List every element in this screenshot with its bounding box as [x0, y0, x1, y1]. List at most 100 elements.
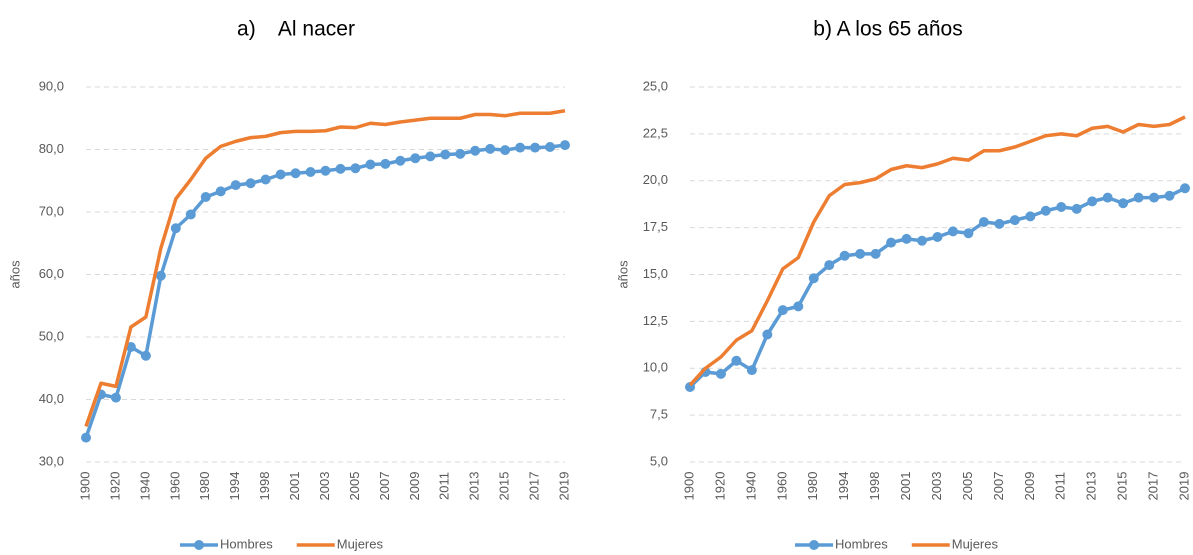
- point-marker: [1180, 183, 1190, 194]
- y-tick-label: 70,0: [39, 203, 64, 218]
- point-marker: [1009, 215, 1020, 226]
- x-tick-label: 2001: [287, 472, 302, 501]
- y-tick-label: 5,0: [650, 453, 668, 468]
- point-marker: [440, 149, 451, 160]
- point-marker: [1087, 196, 1098, 207]
- series-line: [688, 186, 1186, 389]
- x-tick-label: 2019: [1176, 472, 1191, 501]
- point-marker: [140, 350, 151, 361]
- point-marker: [777, 305, 788, 316]
- point-marker: [560, 140, 570, 151]
- y-tick-label: 10,0: [643, 360, 668, 375]
- point-marker: [81, 432, 91, 443]
- x-tick-label: 2011: [1053, 472, 1068, 500]
- point-marker: [125, 342, 136, 352]
- point-marker: [515, 142, 526, 153]
- x-tick-label: 2005: [960, 472, 975, 501]
- x-tick-label: 2009: [1022, 472, 1037, 501]
- y-tick-label: 60,0: [39, 266, 64, 281]
- point-marker: [1149, 192, 1160, 203]
- point-marker: [485, 143, 496, 154]
- point-marker: [731, 355, 742, 366]
- x-tick-label: 1920: [712, 472, 727, 501]
- point-marker: [170, 223, 181, 234]
- series-line: [688, 115, 1186, 387]
- point-marker: [793, 301, 804, 312]
- y-tick-label: 90,0: [39, 78, 64, 93]
- point-marker: [886, 237, 897, 248]
- point-marker: [275, 169, 286, 180]
- x-tick-label: 2009: [407, 472, 422, 501]
- x-tick-label: 1998: [257, 472, 272, 501]
- y-axis-label: años: [7, 260, 22, 289]
- x-tick-label: 1900: [77, 472, 92, 501]
- point-marker: [425, 151, 436, 162]
- chart-title: b) A los 65 años: [813, 18, 962, 41]
- x-tick-label: 2015: [1115, 472, 1130, 501]
- point-marker: [917, 235, 928, 246]
- point-marker: [963, 228, 974, 239]
- x-tick-label: 1998: [867, 472, 882, 501]
- chart-title: a) Al nacer: [237, 18, 355, 41]
- x-tick-label: 2015: [497, 472, 512, 501]
- y-tick-label: 15,0: [643, 266, 668, 281]
- point-marker: [1056, 202, 1067, 212]
- x-tick-label: 2013: [467, 472, 482, 501]
- point-marker: [1164, 190, 1175, 201]
- x-tick-label: 2005: [347, 472, 362, 501]
- y-tick-label: 80,0: [39, 141, 64, 156]
- x-tick-label: 2007: [991, 472, 1006, 501]
- x-tick-label: 1980: [805, 472, 820, 501]
- point-marker: [1040, 205, 1051, 216]
- point-marker: [1071, 203, 1082, 214]
- x-tick-label: 1980: [197, 472, 212, 501]
- x-tick-label: 1920: [107, 472, 122, 501]
- legend-label: Hombres: [220, 536, 273, 551]
- point-marker: [978, 217, 989, 227]
- legend-label: Hombres: [835, 536, 888, 551]
- point-marker: [380, 158, 391, 169]
- point-marker: [947, 226, 958, 237]
- point-marker: [545, 142, 556, 152]
- x-tick-label: 2017: [1146, 472, 1161, 501]
- y-tick-label: 30,0: [39, 453, 64, 468]
- x-tick-label: 1960: [774, 472, 789, 501]
- point-marker: [1102, 192, 1113, 203]
- point-marker: [870, 248, 881, 259]
- point-marker: [305, 167, 316, 177]
- point-marker: [365, 159, 376, 170]
- legend-marker: [809, 540, 819, 550]
- x-tick-label: 2007: [377, 472, 392, 501]
- point-marker: [530, 142, 541, 153]
- point-marker: [200, 192, 211, 202]
- series-line: [84, 109, 566, 427]
- y-tick-label: 17,5: [643, 219, 668, 234]
- series-line: [84, 143, 566, 439]
- point-marker: [230, 180, 241, 191]
- point-marker: [110, 392, 121, 403]
- x-tick-label: 2013: [1084, 472, 1099, 501]
- y-tick-label: 7,5: [650, 407, 668, 422]
- x-tick-label: 1994: [836, 472, 851, 501]
- point-marker: [994, 218, 1005, 229]
- point-marker: [1025, 211, 1036, 222]
- x-tick-label: 1900: [681, 472, 696, 501]
- point-marker: [470, 145, 481, 156]
- x-tick-label: 2017: [527, 472, 542, 501]
- legend-label: Mujeres: [337, 536, 384, 551]
- legend-label: Mujeres: [952, 536, 999, 551]
- point-marker: [395, 155, 406, 166]
- point-marker: [746, 365, 757, 376]
- y-tick-label: 12,5: [643, 313, 668, 328]
- x-tick-label: 2001: [898, 472, 913, 501]
- x-tick-label: 2003: [317, 472, 332, 501]
- x-tick-label: 1994: [227, 472, 242, 501]
- legend-marker: [194, 540, 204, 550]
- point-marker: [320, 165, 331, 176]
- point-marker: [185, 209, 196, 220]
- y-tick-label: 25,0: [643, 78, 668, 93]
- point-marker: [715, 368, 726, 379]
- point-marker: [1133, 192, 1144, 203]
- x-tick-label: 2019: [556, 472, 571, 501]
